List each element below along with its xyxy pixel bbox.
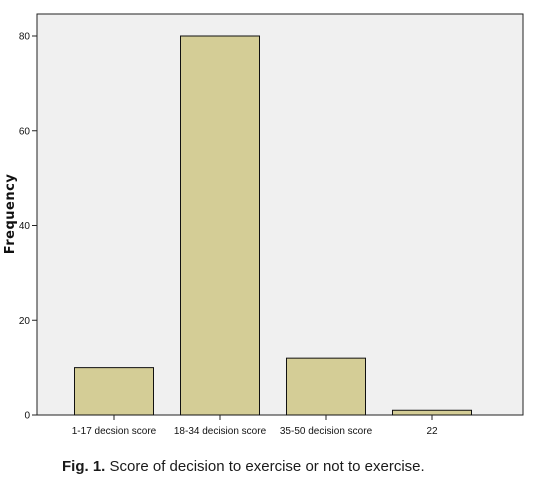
plot-area [36,13,524,416]
figure-caption-text: Score of decision to exercise or not to … [105,458,425,475]
bar-3 [286,357,366,416]
figure-caption-label: Fig. 1. [62,458,106,475]
x-axis: 1-17 decsion score 18-34 decision score 35… [72,415,438,437]
bar-1 [74,367,154,416]
x-tick-label-4: 22 [426,426,438,437]
x-tick-label-3: 35-50 decision score [280,426,373,437]
y-tick-label-60: 60 [19,126,31,137]
y-axis: 0 20 40 60 80 [19,32,37,422]
figure-caption: Fig. 1. Score of decision to exercise or… [62,458,425,475]
x-tick-label-1: 1-17 decsion score [72,426,157,437]
bar-4 [392,409,472,416]
y-tick-label-80: 80 [19,32,31,43]
y-tick-label-40: 40 [19,221,31,232]
y-tick-label-20: 20 [19,316,31,327]
y-axis-label: Frequency [3,174,18,255]
bar-2 [180,35,260,416]
x-tick-label-2: 18-34 decision score [174,426,267,437]
y-tick-label-0: 0 [24,411,30,422]
bars [74,35,472,416]
